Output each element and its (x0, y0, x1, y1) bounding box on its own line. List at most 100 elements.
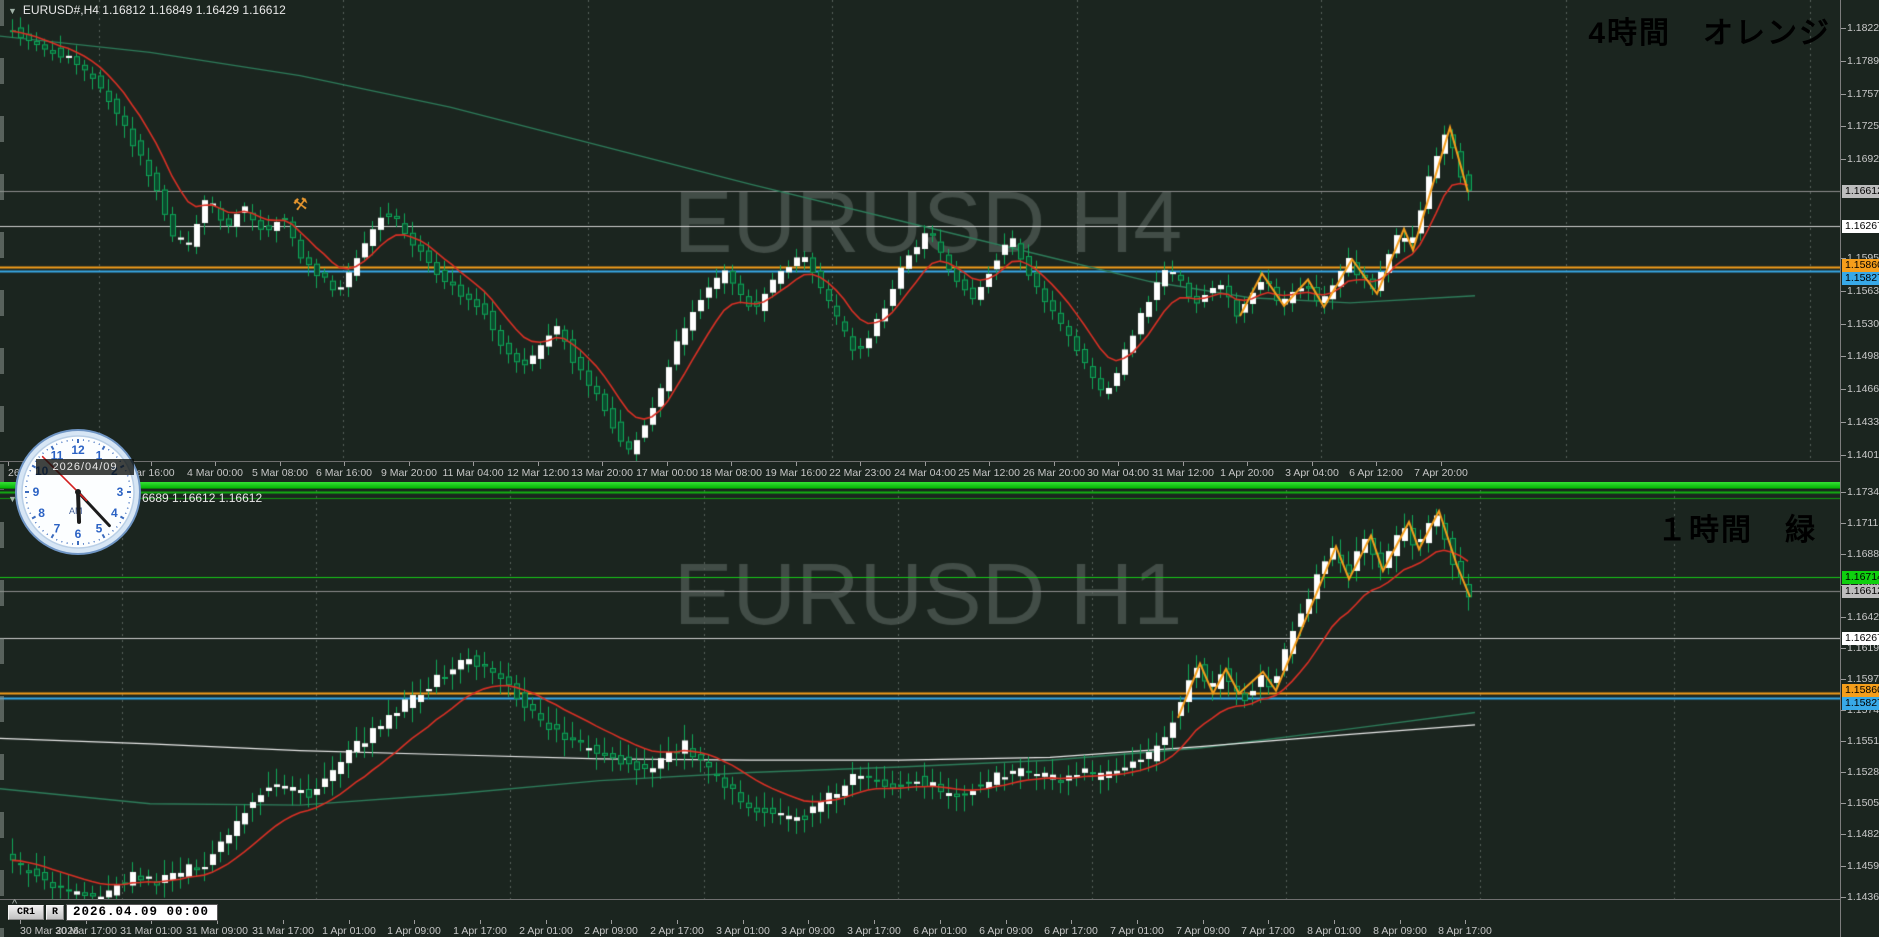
time-axis-label: 5 Mar 08:00 (251, 467, 309, 479)
h4-time-axis[interactable]: 26 FMar 16:004 Mar 00:005 Mar 08:006 Mar… (0, 462, 1840, 482)
price-tick-label: 1.14985 (1847, 350, 1879, 362)
time-axis-label: 22 Mar 23:00 (829, 467, 891, 479)
time-tick-mark (8, 462, 9, 466)
h1-time-axis[interactable]: 30 Mar 2026 30 Mar 17:00 31 Mar 01:00 31 Ma… (0, 920, 1840, 937)
svg-text:9: 9 (33, 485, 40, 499)
time-axis-label: 7 Apr 20:00 (1414, 467, 1468, 479)
time-axis-label: 6 Apr 12:00 (1349, 467, 1403, 479)
time-tick-mark (1118, 462, 1119, 466)
svg-text:12: 12 (71, 443, 85, 457)
datetime-field[interactable]: 2026.04.09 00:00 (66, 904, 218, 921)
time-axis-label: 24 Mar 04:00 (894, 467, 956, 479)
time-axis-label: 3 Apr 09:00 (781, 925, 835, 937)
time-axis-label: 30 Mar 04:00 (1087, 467, 1149, 479)
price-tick-mark (1841, 356, 1846, 357)
time-tick-mark (602, 462, 603, 466)
time-axis-label: 1 Apr 20:00 (1220, 467, 1274, 479)
time-axis-label: 1 Apr 09:00 (387, 925, 441, 937)
h4-title-text: EURUSD#,H4 1.16812 1.16849 1.16429 1.166… (22, 3, 286, 17)
price-tick-mark (1841, 291, 1846, 292)
price-axis[interactable]: 1.18220 1.17895 1.17570 1.17250 1.16925 1.159… (1840, 0, 1879, 937)
price-tick-label: 1.17250 (1847, 120, 1879, 132)
time-tick-mark (349, 920, 350, 924)
cr1-button[interactable]: CR1 (8, 905, 44, 920)
time-axis-label: 3 Apr 04:00 (1285, 467, 1339, 479)
time-axis-label: 2 Apr 09:00 (584, 925, 638, 937)
time-axis-label: 19 Mar 16:00 (765, 467, 827, 479)
svg-text:6: 6 (75, 527, 82, 541)
h1-time-axis-border (0, 899, 1879, 900)
window-edge-grip[interactable] (0, 0, 4, 937)
time-tick-mark (1247, 462, 1248, 466)
time-tick-mark (860, 462, 861, 466)
h1-chart-canvas[interactable] (0, 490, 1840, 900)
hammer-tools-icon[interactable]: ⚒ (291, 194, 310, 215)
price-tick-mark (1841, 741, 1846, 742)
price-tick-label: 1.15630 (1847, 285, 1879, 297)
panel-separator-green-bar[interactable] (0, 482, 1843, 489)
svg-text:3: 3 (117, 485, 124, 499)
h1-title-text: 6689 1.16612 1.16612 (142, 491, 263, 505)
time-tick-mark (538, 462, 539, 466)
price-tick-mark (1841, 492, 1846, 493)
time-axis-label: 2 Apr 01:00 (519, 925, 573, 937)
time-axis-label: 12 Mar 12:00 (507, 467, 569, 479)
time-tick-mark (677, 920, 678, 924)
time-axis-label: 1 Apr 01:00 (322, 925, 376, 937)
price-tick-label: 1.17340 (1847, 486, 1879, 498)
time-tick-mark (989, 462, 990, 466)
h4-chart-canvas[interactable] (0, 0, 1840, 462)
time-tick-mark (344, 462, 345, 466)
price-level-badge: 1.16612 (1842, 185, 1879, 198)
price-tick-mark (1841, 617, 1846, 618)
price-level-badge: 1.16714 (1842, 571, 1879, 584)
price-tick-mark (1841, 772, 1846, 773)
price-tick-mark (1841, 648, 1846, 649)
time-tick-mark (217, 920, 218, 924)
time-tick-mark (1441, 462, 1442, 466)
time-tick-mark (546, 920, 547, 924)
time-tick-mark (86, 920, 87, 924)
price-tick-label: 1.15970 (1847, 673, 1879, 685)
price-tick-mark (1841, 61, 1846, 62)
price-tick-mark (1841, 455, 1846, 456)
time-tick-mark (925, 462, 926, 466)
price-tick-mark (1841, 679, 1846, 680)
time-tick-mark (743, 920, 744, 924)
time-axis-label: 8 Apr 01:00 (1307, 925, 1361, 937)
price-tick-label: 1.14365 (1847, 891, 1879, 903)
time-tick-mark (1312, 462, 1313, 466)
chart-menu-triangle-icon[interactable]: ▼ (8, 494, 17, 504)
time-axis-label: 3 Apr 17:00 (847, 925, 901, 937)
analog-clock-widget: 123456789101112AM (13, 426, 143, 558)
time-axis-label: 9 Mar 20:00 (380, 467, 438, 479)
price-tick-mark (1841, 159, 1846, 160)
chart-menu-triangle-icon[interactable]: ▼ (8, 6, 17, 16)
price-tick-label: 1.16195 (1847, 642, 1879, 654)
time-tick-mark (1376, 462, 1377, 466)
price-tick-mark (1841, 866, 1846, 867)
time-tick-mark (20, 920, 21, 924)
time-tick-mark (1137, 920, 1138, 924)
time-axis-label: 7 Apr 09:00 (1176, 925, 1230, 937)
time-axis-label: 7 Apr 17:00 (1241, 925, 1295, 937)
time-axis-label: 31 Mar 12:00 (1152, 467, 1214, 479)
svg-text:4: 4 (111, 506, 118, 520)
price-tick-label: 1.14825 (1847, 828, 1879, 840)
collapse-panel-arrow[interactable]: ^ (12, 898, 18, 910)
svg-text:1: 1 (96, 449, 103, 463)
price-tick-label: 1.16885 (1847, 548, 1879, 560)
price-level-badge: 1.16267 (1842, 220, 1879, 233)
time-axis-label: 2 Apr 17:00 (650, 925, 704, 937)
price-tick-label: 1.15055 (1847, 797, 1879, 809)
time-tick-mark (1071, 920, 1072, 924)
r-button[interactable]: R (46, 905, 64, 920)
time-tick-mark (151, 920, 152, 924)
time-tick-mark (151, 462, 152, 466)
time-tick-mark (480, 920, 481, 924)
price-level-badge: 1.15860 (1842, 259, 1879, 272)
time-axis-label: 26 Mar 20:00 (1023, 467, 1085, 479)
time-axis-label: 6 Apr 01:00 (913, 925, 967, 937)
h1-annotation: １時間 緑 (1657, 514, 1817, 547)
price-level-badge: 1.16612 (1842, 585, 1879, 598)
